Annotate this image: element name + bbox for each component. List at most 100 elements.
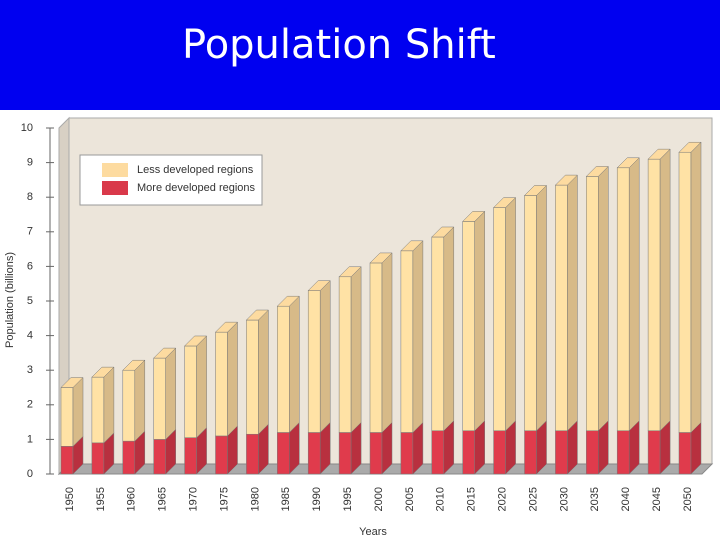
legend-box — [79, 154, 263, 206]
bar-front — [616, 167, 630, 431]
bar-segment — [585, 165, 609, 432]
bar-side — [536, 184, 547, 432]
bar-front — [524, 430, 537, 475]
bar-segment — [554, 174, 579, 432]
bar-segment — [616, 420, 640, 475]
x-tick-label: 1990 — [311, 487, 323, 511]
bar-segment — [647, 148, 671, 432]
bar-top — [400, 240, 424, 252]
bar-front — [122, 440, 136, 475]
x-tick-label: 2040 — [620, 487, 632, 511]
bar-side — [412, 240, 424, 434]
bar-top — [678, 141, 702, 153]
bar-front — [91, 442, 105, 475]
bar-segment — [555, 420, 578, 475]
bar-segment — [523, 184, 548, 432]
bar-side — [72, 376, 84, 447]
x-tick-label: 1970 — [188, 487, 200, 511]
bar-front — [60, 446, 74, 475]
bar-front — [647, 430, 661, 475]
bar-top — [245, 309, 270, 321]
bar-front — [586, 176, 599, 431]
y-tick-label: 2 — [27, 399, 33, 411]
y-tick-label: 9 — [27, 157, 33, 169]
y-tick-label: 6 — [27, 260, 33, 272]
bar-segment — [647, 420, 671, 475]
bar-segment — [369, 252, 393, 434]
bar-front — [215, 331, 228, 437]
bar-segment — [277, 421, 300, 475]
y-tick-label: 10 — [21, 122, 33, 134]
bar-front — [307, 290, 321, 433]
bar-segment — [400, 421, 424, 475]
legend-swatch — [102, 181, 128, 195]
y-tick-label: 3 — [27, 364, 33, 376]
bar-segment — [338, 266, 362, 434]
bar-segment — [524, 420, 547, 475]
x-tick-label: 2010 — [435, 487, 447, 511]
bar-front — [400, 432, 414, 475]
x-tick-label: 1950 — [64, 487, 76, 511]
bar-front — [678, 151, 692, 433]
bar-segment — [431, 420, 455, 475]
bar-front — [91, 376, 105, 444]
x-tick-label: 1955 — [95, 487, 107, 511]
bar-top — [91, 366, 115, 378]
bar-front — [246, 319, 259, 435]
bar-side — [443, 226, 455, 432]
bar-front — [307, 432, 321, 475]
bar-front — [647, 158, 661, 431]
bar-top — [60, 377, 84, 388]
bar-segment — [183, 335, 208, 439]
bar-segment — [60, 376, 84, 447]
bar-front — [338, 276, 352, 433]
bar-front — [369, 262, 383, 433]
bar-top — [492, 197, 517, 208]
bar-side — [289, 295, 300, 434]
y-tick-label: 8 — [27, 191, 33, 203]
x-tick-label: 1960 — [126, 487, 138, 511]
bar-top — [369, 252, 393, 264]
bar-segment — [678, 141, 702, 434]
bar-segment — [245, 309, 270, 435]
bar-front — [493, 207, 506, 431]
bar-front — [277, 305, 290, 433]
bar-front — [400, 250, 414, 433]
bar-segment — [369, 421, 393, 475]
bar-front — [338, 432, 352, 475]
bar-top — [122, 359, 146, 371]
bar-side — [258, 309, 269, 435]
bar-front — [678, 432, 692, 475]
y-tick-label: 1 — [27, 433, 33, 445]
bar-top — [431, 226, 455, 238]
bar-front — [462, 430, 475, 475]
y-tick-label: 0 — [27, 468, 33, 480]
y-tick-label: 7 — [27, 226, 33, 238]
bar-front — [122, 369, 136, 442]
x-tick-label: 2035 — [589, 487, 601, 511]
x-tick-label: 1975 — [218, 487, 230, 511]
bar-front — [462, 221, 475, 431]
bar-side — [690, 141, 702, 434]
bar-segment — [678, 421, 702, 475]
bar-segment — [215, 425, 238, 475]
bar-side — [134, 359, 146, 442]
bar-segment — [307, 280, 331, 434]
bar-segment — [338, 421, 362, 475]
bar-side — [227, 321, 238, 437]
bar-top — [523, 185, 548, 196]
bar-side — [196, 335, 207, 439]
bar-front — [153, 357, 166, 440]
legend-swatch — [102, 163, 128, 177]
x-tick-label: 2045 — [651, 487, 663, 511]
bar-segment — [276, 295, 300, 434]
bar-side — [103, 366, 115, 444]
x-tick-label: 2025 — [527, 487, 539, 511]
bar-segment — [493, 420, 516, 475]
bar-segment — [246, 423, 269, 475]
bar-segment — [91, 432, 115, 475]
x-tick-label: 2050 — [682, 487, 694, 511]
x-tick-label: 1965 — [157, 487, 169, 511]
bar-top — [554, 174, 579, 186]
